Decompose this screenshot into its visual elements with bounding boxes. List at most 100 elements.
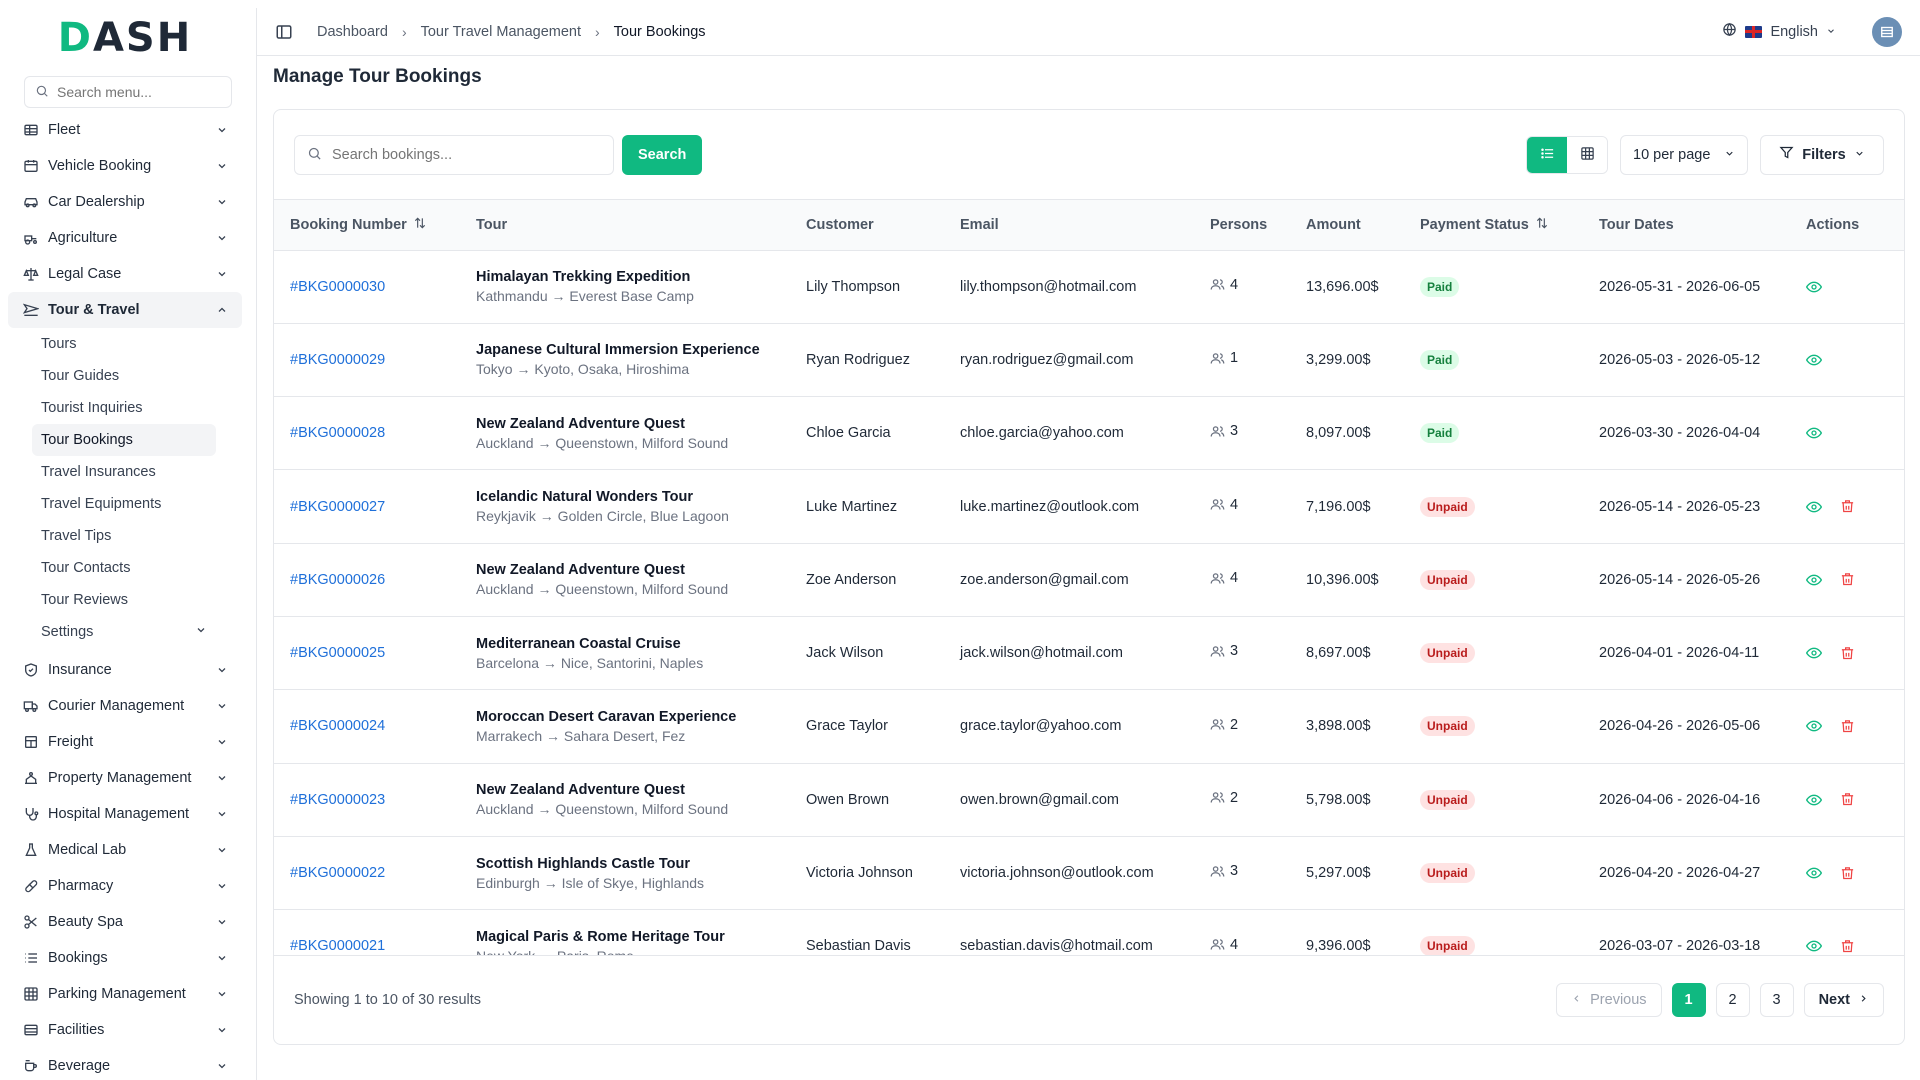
previous-button[interactable]: Previous — [1556, 982, 1662, 1017]
trash-icon[interactable] — [1840, 572, 1855, 587]
sidebar-subitem-travel-equipments[interactable]: Travel Equipments — [32, 488, 216, 520]
sidebar-item-beauty-spa[interactable]: Beauty Spa — [8, 904, 242, 940]
menu-search-input[interactable] — [57, 84, 217, 100]
sort-icon[interactable] — [1535, 216, 1549, 234]
eye-icon[interactable] — [1806, 425, 1822, 441]
filters-button[interactable]: Filters — [1760, 134, 1884, 175]
sidebar-subitem-tour-bookings[interactable]: Tour Bookings — [32, 424, 216, 456]
menu-search[interactable] — [24, 76, 232, 108]
sidebar-item-beverage[interactable]: Beverage — [8, 1048, 242, 1080]
trash-icon[interactable] — [1840, 719, 1855, 734]
sidebar-subitem-travel-insurances[interactable]: Travel Insurances — [32, 456, 216, 488]
sidebar-item-tour-travel[interactable]: Tour & Travel — [8, 292, 242, 328]
trash-icon[interactable] — [1840, 939, 1855, 954]
breadcrumb-dashboard[interactable]: Dashboard — [317, 23, 388, 40]
bookings-search-input[interactable] — [332, 146, 592, 163]
sidebar-subitem-tourist-inquiries[interactable]: Tourist Inquiries — [32, 392, 216, 424]
booking-number-link[interactable]: #BKG0000023 — [290, 791, 386, 808]
bookings-search[interactable] — [294, 134, 614, 175]
table-row[interactable]: #BKG0000023 New Zealand Adventure Quest Au… — [274, 763, 1904, 837]
trash-icon[interactable] — [1840, 499, 1855, 514]
booking-number-link[interactable]: #BKG0000021 — [290, 938, 386, 955]
table-row[interactable]: #BKG0000027 Icelandic Natural Wonders Tou… — [274, 470, 1904, 544]
booking-number-link[interactable]: #BKG0000029 — [290, 351, 386, 368]
table-row[interactable]: #BKG0000026 New Zealand Adventure Quest Au… — [274, 543, 1904, 617]
table-row[interactable]: #BKG0000030 Himalayan Trekking Expedition… — [274, 250, 1904, 324]
table-scroll[interactable]: Booking Number Tour Customer Email Perso… — [274, 200, 1904, 955]
customer-email: victoria.johnson@outlook.com — [960, 865, 1154, 882]
sidebar-item-pharmacy[interactable]: Pharmacy — [8, 868, 242, 904]
sidebar-subitem-tour-contacts[interactable]: Tour Contacts — [32, 552, 216, 584]
page-button-3[interactable]: 3 — [1759, 982, 1794, 1017]
booking-number-link[interactable]: #BKG0000022 — [290, 865, 386, 882]
booking-number-link[interactable]: #BKG0000026 — [290, 571, 386, 588]
sidebar-item-freight[interactable]: Freight — [8, 724, 242, 760]
per-page-select[interactable]: 10 per page — [1620, 134, 1748, 175]
table-row[interactable]: #BKG0000025 Mediterranean Coastal Cruise B… — [274, 616, 1904, 690]
eye-icon[interactable] — [1806, 938, 1822, 954]
sidebar-subitem-tour-reviews[interactable]: Tour Reviews — [32, 584, 216, 616]
trash-icon[interactable] — [1840, 866, 1855, 881]
sidebar-item-property-management[interactable]: Property Management — [8, 760, 242, 796]
grid-view-button[interactable] — [1567, 136, 1607, 173]
eye-icon[interactable] — [1806, 865, 1822, 881]
sidebar-subitem-settings[interactable]: Settings — [32, 616, 216, 648]
fleet-icon — [23, 122, 39, 138]
sidebar-subitem-label: Tourist Inquiries — [41, 400, 143, 416]
eye-icon[interactable] — [1806, 352, 1822, 368]
language-selector[interactable]: English — [1722, 22, 1836, 41]
booking-number-link[interactable]: #BKG0000030 — [290, 278, 386, 295]
users-icon — [1210, 937, 1225, 952]
persons-count: 4 — [1230, 936, 1239, 953]
sidebar-item-car-dealership[interactable]: Car Dealership — [8, 184, 242, 220]
eye-icon[interactable] — [1806, 499, 1822, 515]
logo[interactable]: DASH — [0, 0, 250, 76]
breadcrumb-tour-travel-management[interactable]: Tour Travel Management — [420, 23, 581, 40]
sidebar-item-facilities[interactable]: Facilities — [8, 1012, 242, 1048]
sidebar-item-legal-case[interactable]: Legal Case — [8, 256, 242, 292]
eye-icon[interactable] — [1806, 792, 1822, 808]
sidebar-item-fleet[interactable]: Fleet — [8, 112, 242, 148]
customer-name: Luke Martinez — [806, 498, 898, 515]
table-row[interactable]: #BKG0000022 Scottish Highlands Castle Tou… — [274, 836, 1904, 910]
sidebar-item-agriculture[interactable]: Agriculture — [8, 220, 242, 256]
status-badge: Unpaid — [1420, 789, 1475, 810]
trash-icon[interactable] — [1840, 792, 1855, 807]
tour-name: Scottish Highlands Castle Tour — [476, 855, 691, 872]
sidebar-item-parking-management[interactable]: Parking Management — [8, 976, 242, 1012]
eye-icon[interactable] — [1806, 645, 1822, 661]
eye-icon[interactable] — [1806, 572, 1822, 588]
page-button-2[interactable]: 2 — [1715, 982, 1750, 1017]
sidebar-item-hospital-management[interactable]: Hospital Management — [8, 796, 242, 832]
booking-number-link[interactable]: #BKG0000027 — [290, 498, 386, 515]
search-button[interactable]: Search — [622, 134, 703, 175]
booking-number-link[interactable]: #BKG0000028 — [290, 425, 386, 442]
sidebar-item-courier-management[interactable]: Courier Management — [8, 688, 242, 724]
booking-number-link[interactable]: #BKG0000024 — [290, 718, 386, 735]
header-booking-number[interactable]: Booking Number — [274, 200, 460, 251]
booking-number-link[interactable]: #BKG0000025 — [290, 645, 386, 662]
next-button[interactable]: Next — [1803, 982, 1884, 1017]
table-row[interactable]: #BKG0000028 New Zealand Adventure Quest Au… — [274, 397, 1904, 470]
trash-icon[interactable] — [1840, 646, 1855, 661]
persons-count: 4 — [1230, 570, 1239, 587]
sort-icon[interactable] — [413, 216, 427, 234]
eye-icon[interactable] — [1806, 718, 1822, 734]
table-row[interactable]: #BKG0000024 Moroccan Desert Caravan Exper… — [274, 690, 1904, 764]
table-row[interactable]: #BKG0000029 Japanese Cultural Immersion E… — [274, 323, 1904, 397]
header-payment-status[interactable]: Payment Status — [1404, 200, 1583, 251]
sidebar-item-bookings[interactable]: Bookings — [8, 940, 242, 976]
sidebar-subitem-tours[interactable]: Tours — [32, 328, 216, 360]
sidebar-item-medical-lab[interactable]: Medical Lab — [8, 832, 242, 868]
table-row[interactable]: #BKG0000021 Magical Paris & Rome Heritage… — [274, 910, 1904, 955]
sidebar-toggle-icon[interactable] — [275, 23, 293, 41]
sidebar-item-insurance[interactable]: Insurance — [8, 652, 242, 688]
avatar[interactable] — [1872, 16, 1902, 47]
page-button-1[interactable]: 1 — [1671, 982, 1706, 1017]
sidebar-item-vehicle-booking[interactable]: Vehicle Booking — [8, 148, 242, 184]
list-view-button[interactable] — [1527, 136, 1567, 173]
sidebar-subitem-tour-guides[interactable]: Tour Guides — [32, 360, 216, 392]
sidebar-subitem-travel-tips[interactable]: Travel Tips — [32, 520, 216, 552]
sidebar-item-label: Bookings — [48, 950, 108, 966]
eye-icon[interactable] — [1806, 279, 1822, 295]
